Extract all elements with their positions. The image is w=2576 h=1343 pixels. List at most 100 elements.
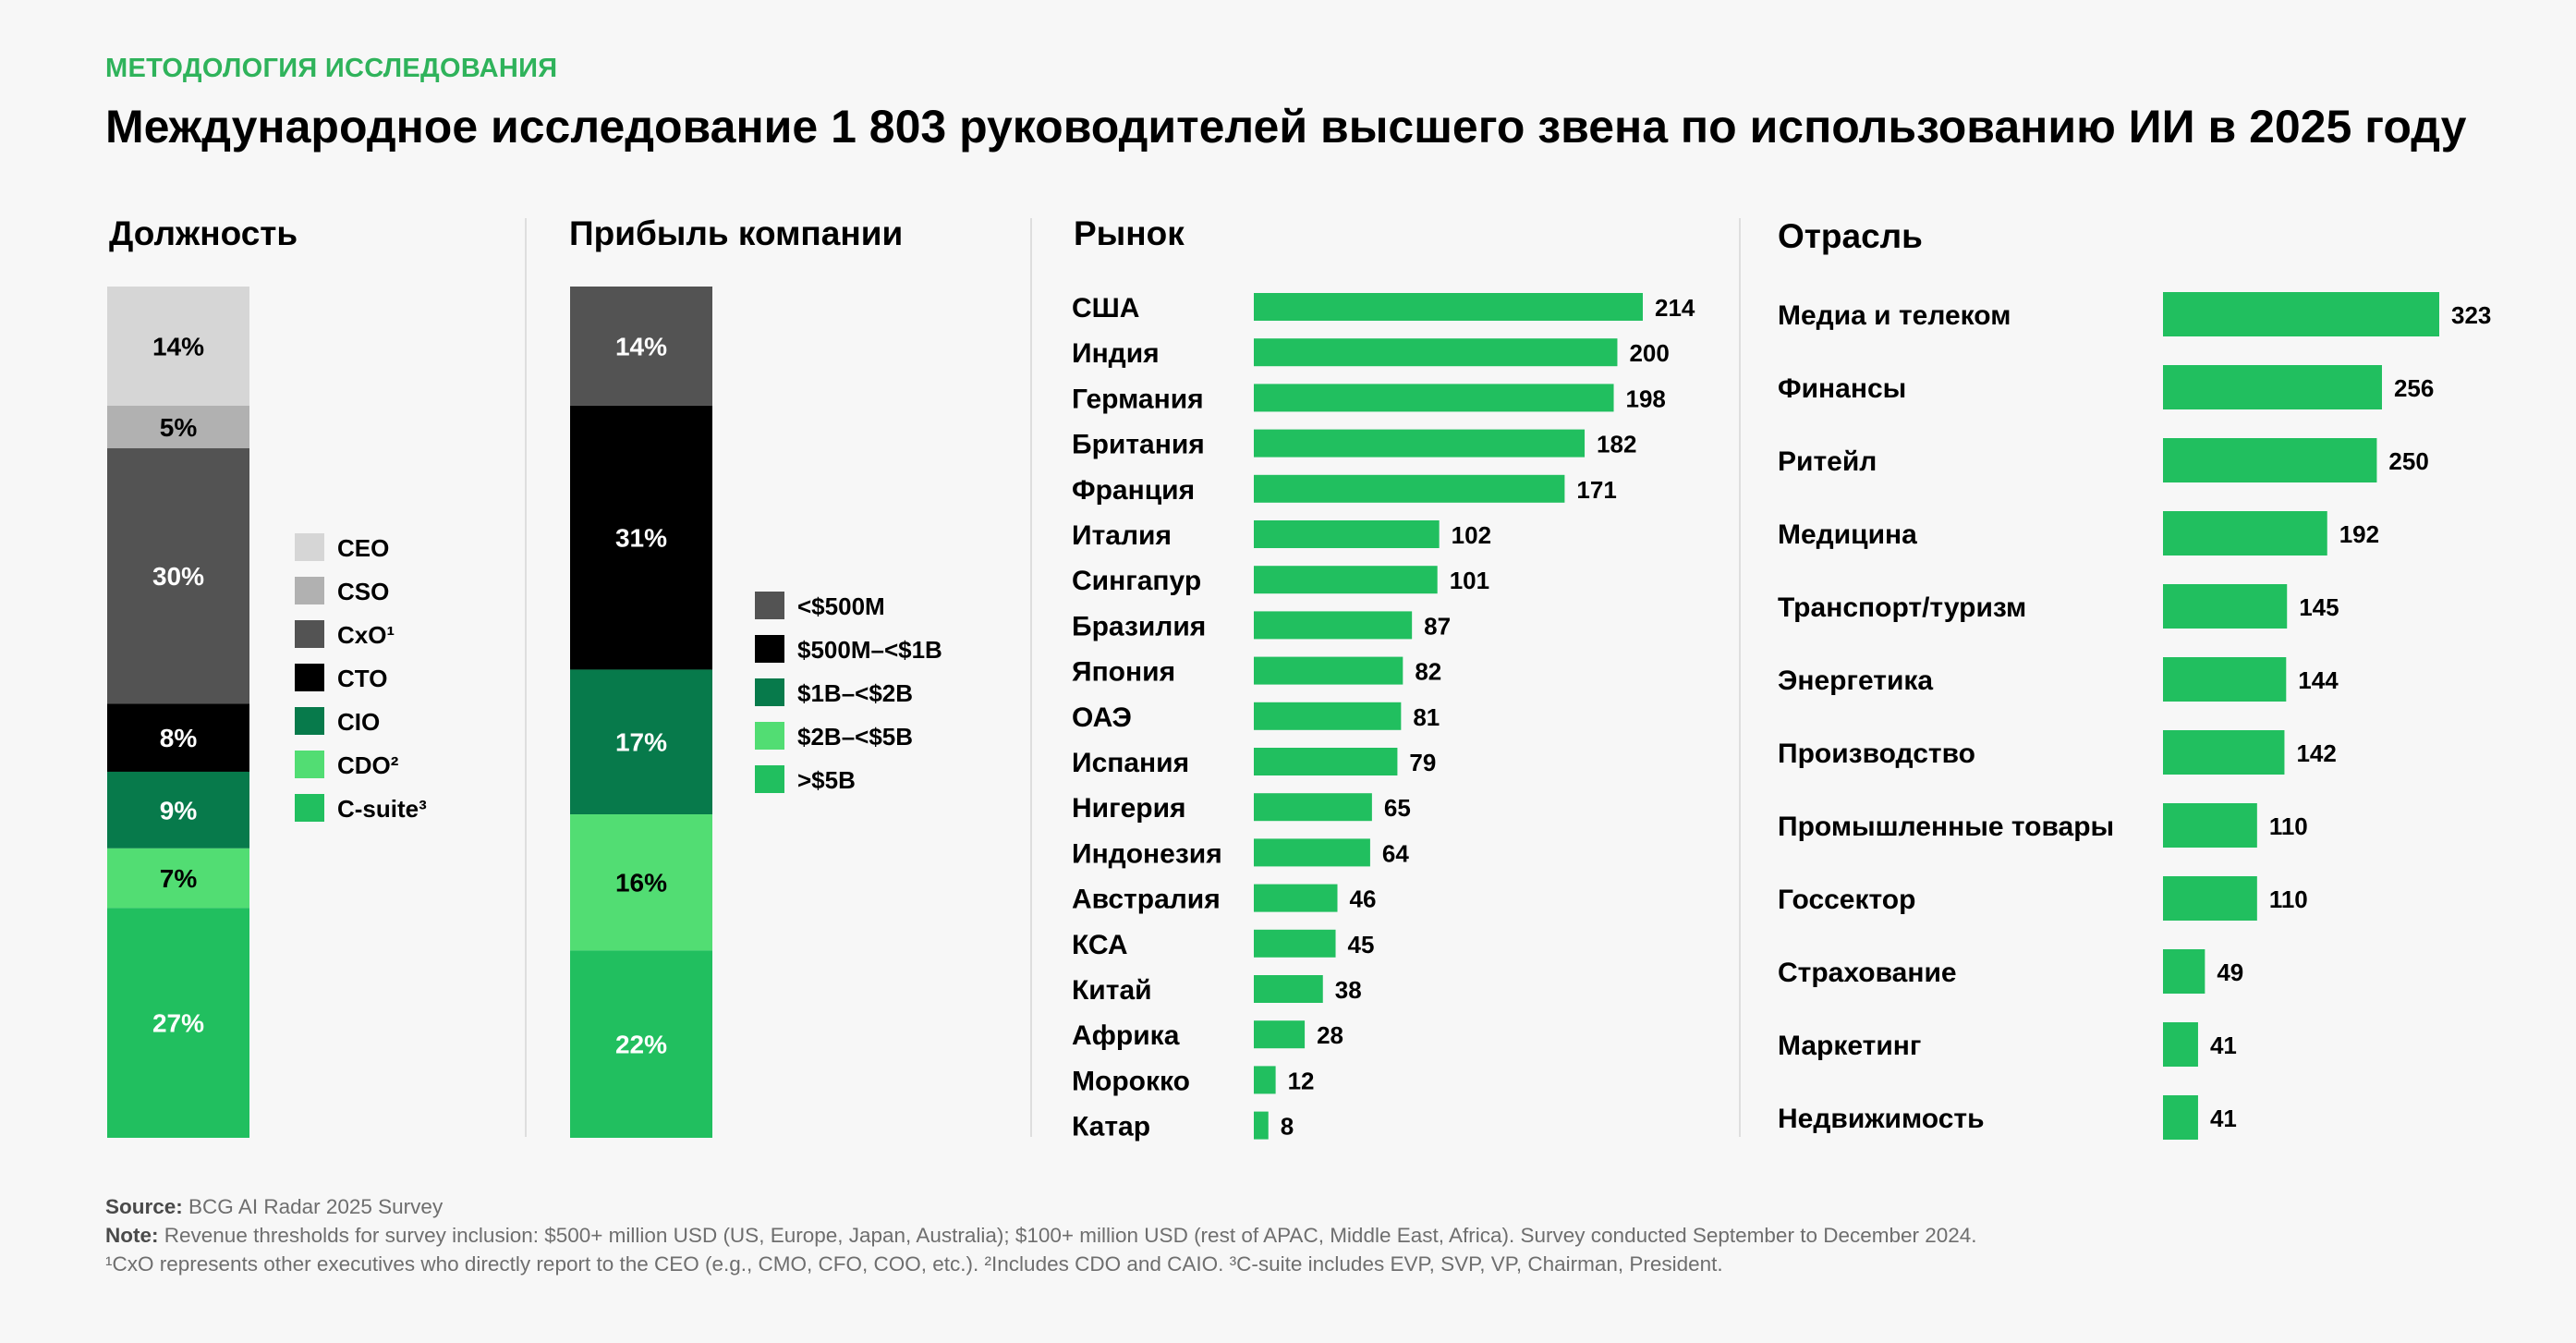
value-label: 182: [1597, 431, 1636, 458]
data-bar: [2163, 803, 2257, 848]
data-bar: [1254, 656, 1403, 685]
stack-segment: [570, 669, 712, 815]
legend-label: CSO: [337, 578, 389, 605]
category-label: Британия: [1072, 430, 1205, 460]
value-label: 256: [2394, 374, 2434, 402]
legend-label: CTO: [337, 665, 387, 692]
data-bar: [1254, 884, 1338, 912]
data-bar: [1254, 293, 1643, 321]
value-label: 81: [1413, 703, 1440, 731]
category-label: Япония: [1072, 657, 1175, 688]
category-label: Катар: [1072, 1112, 1150, 1142]
data-bar: [2163, 949, 2205, 994]
data-bar: [1254, 474, 1565, 503]
category-label: Производство: [1778, 739, 1975, 769]
segment-label: 16%: [615, 869, 667, 897]
legend-label: <$500M: [797, 592, 885, 620]
value-label: 171: [1576, 476, 1616, 504]
value-label: 192: [2339, 520, 2379, 548]
value-label: 49: [2217, 958, 2243, 986]
segment-label: 17%: [615, 728, 667, 757]
segment-label: 9%: [160, 796, 198, 824]
category-label: Маркетинг: [1778, 1031, 1921, 1061]
data-bar: [2163, 730, 2285, 775]
data-bar: [2163, 292, 2439, 336]
value-label: 145: [2299, 593, 2339, 621]
data-bar: [2163, 365, 2382, 409]
stack-segment: [570, 405, 712, 670]
data-bar: [2163, 1095, 2198, 1140]
data-bar: [2163, 511, 2327, 556]
data-bar: [2163, 584, 2288, 629]
chart-title: Прибыль компании: [569, 214, 903, 252]
segment-label: 22%: [615, 1031, 667, 1059]
legend-label: CDO²: [337, 751, 399, 779]
category-label: Медицина: [1778, 519, 1917, 550]
legend-swatch: [755, 722, 784, 750]
stack-segment: [570, 287, 712, 406]
source-line: Source: BCG AI Radar 2025 Survey: [105, 1195, 444, 1218]
category-label: Недвижимость: [1778, 1104, 1985, 1134]
stack-segment: [570, 814, 712, 951]
segment-label: 7%: [160, 864, 198, 893]
value-label: 214: [1655, 294, 1695, 322]
chart-title: Рынок: [1074, 214, 1185, 252]
category-label: Энергетика: [1778, 665, 1933, 696]
category-label: Германия: [1072, 384, 1204, 414]
legend-swatch: [755, 592, 784, 619]
stack-segment: [107, 703, 249, 772]
value-label: 87: [1424, 612, 1451, 640]
category-label: Ритейл: [1778, 446, 1877, 477]
value-label: 110: [2269, 885, 2308, 913]
category-label: Морокко: [1072, 1066, 1190, 1096]
column-divider: [525, 218, 527, 1137]
eyebrow-label: МЕТОДОЛОГИЯ ИССЛЕДОВАНИЯ: [105, 54, 558, 83]
value-label: 8: [1281, 1113, 1294, 1141]
value-label: 46: [1349, 885, 1376, 913]
legend-label: $1B–<$2B: [797, 679, 913, 707]
category-label: Транспорт/туризм: [1778, 592, 2026, 623]
definitions-line: ¹CxO represents other executives who dir…: [105, 1252, 1723, 1276]
data-bar: [1254, 1020, 1306, 1049]
value-label: 41: [2210, 1032, 2237, 1059]
value-label: 79: [1409, 749, 1436, 776]
value-label: 102: [1452, 521, 1491, 549]
column-divider: [1030, 218, 1032, 1137]
stack-segment: [107, 771, 249, 849]
legend-swatch: [755, 635, 784, 663]
category-label: Промышленные товары: [1778, 812, 2114, 842]
data-bar: [1254, 793, 1372, 822]
category-label: Италия: [1072, 520, 1172, 551]
data-bar: [1254, 702, 1402, 730]
data-bar: [1254, 1066, 1276, 1094]
stack-segment: [107, 405, 249, 448]
segment-label: 14%: [152, 332, 204, 360]
legend-label: CxO¹: [337, 621, 395, 649]
category-label: Индия: [1072, 338, 1160, 369]
stack-segment: [107, 908, 249, 1138]
value-label: 38: [1335, 976, 1362, 1004]
note-line: Note: Revenue thresholds for survey incl…: [105, 1224, 1977, 1247]
legend-swatch: [295, 533, 324, 561]
legend-swatch: [295, 751, 324, 778]
segment-label: 31%: [615, 524, 667, 553]
segment-label: 30%: [152, 562, 204, 591]
value-label: 12: [1288, 1067, 1315, 1094]
category-label: Индонезия: [1072, 838, 1222, 869]
segment-label: 5%: [160, 413, 198, 442]
category-label: Бразилия: [1072, 611, 1206, 641]
legend-label: CEO: [337, 534, 389, 562]
value-label: 82: [1415, 658, 1441, 686]
category-label: Госсектор: [1778, 885, 1915, 915]
segment-label: 14%: [615, 332, 667, 360]
data-bar: [2163, 657, 2287, 702]
data-bar: [1254, 929, 1336, 958]
legend-label: $2B–<$5B: [797, 723, 913, 751]
data-bar: [1254, 338, 1618, 367]
value-label: 200: [1629, 339, 1669, 367]
category-label: Испания: [1072, 748, 1189, 778]
data-bar: [1254, 611, 1413, 640]
legend-swatch: [755, 765, 784, 793]
page-title: Международное исследование 1 803 руковод…: [105, 101, 2467, 153]
data-bar: [1254, 748, 1398, 775]
